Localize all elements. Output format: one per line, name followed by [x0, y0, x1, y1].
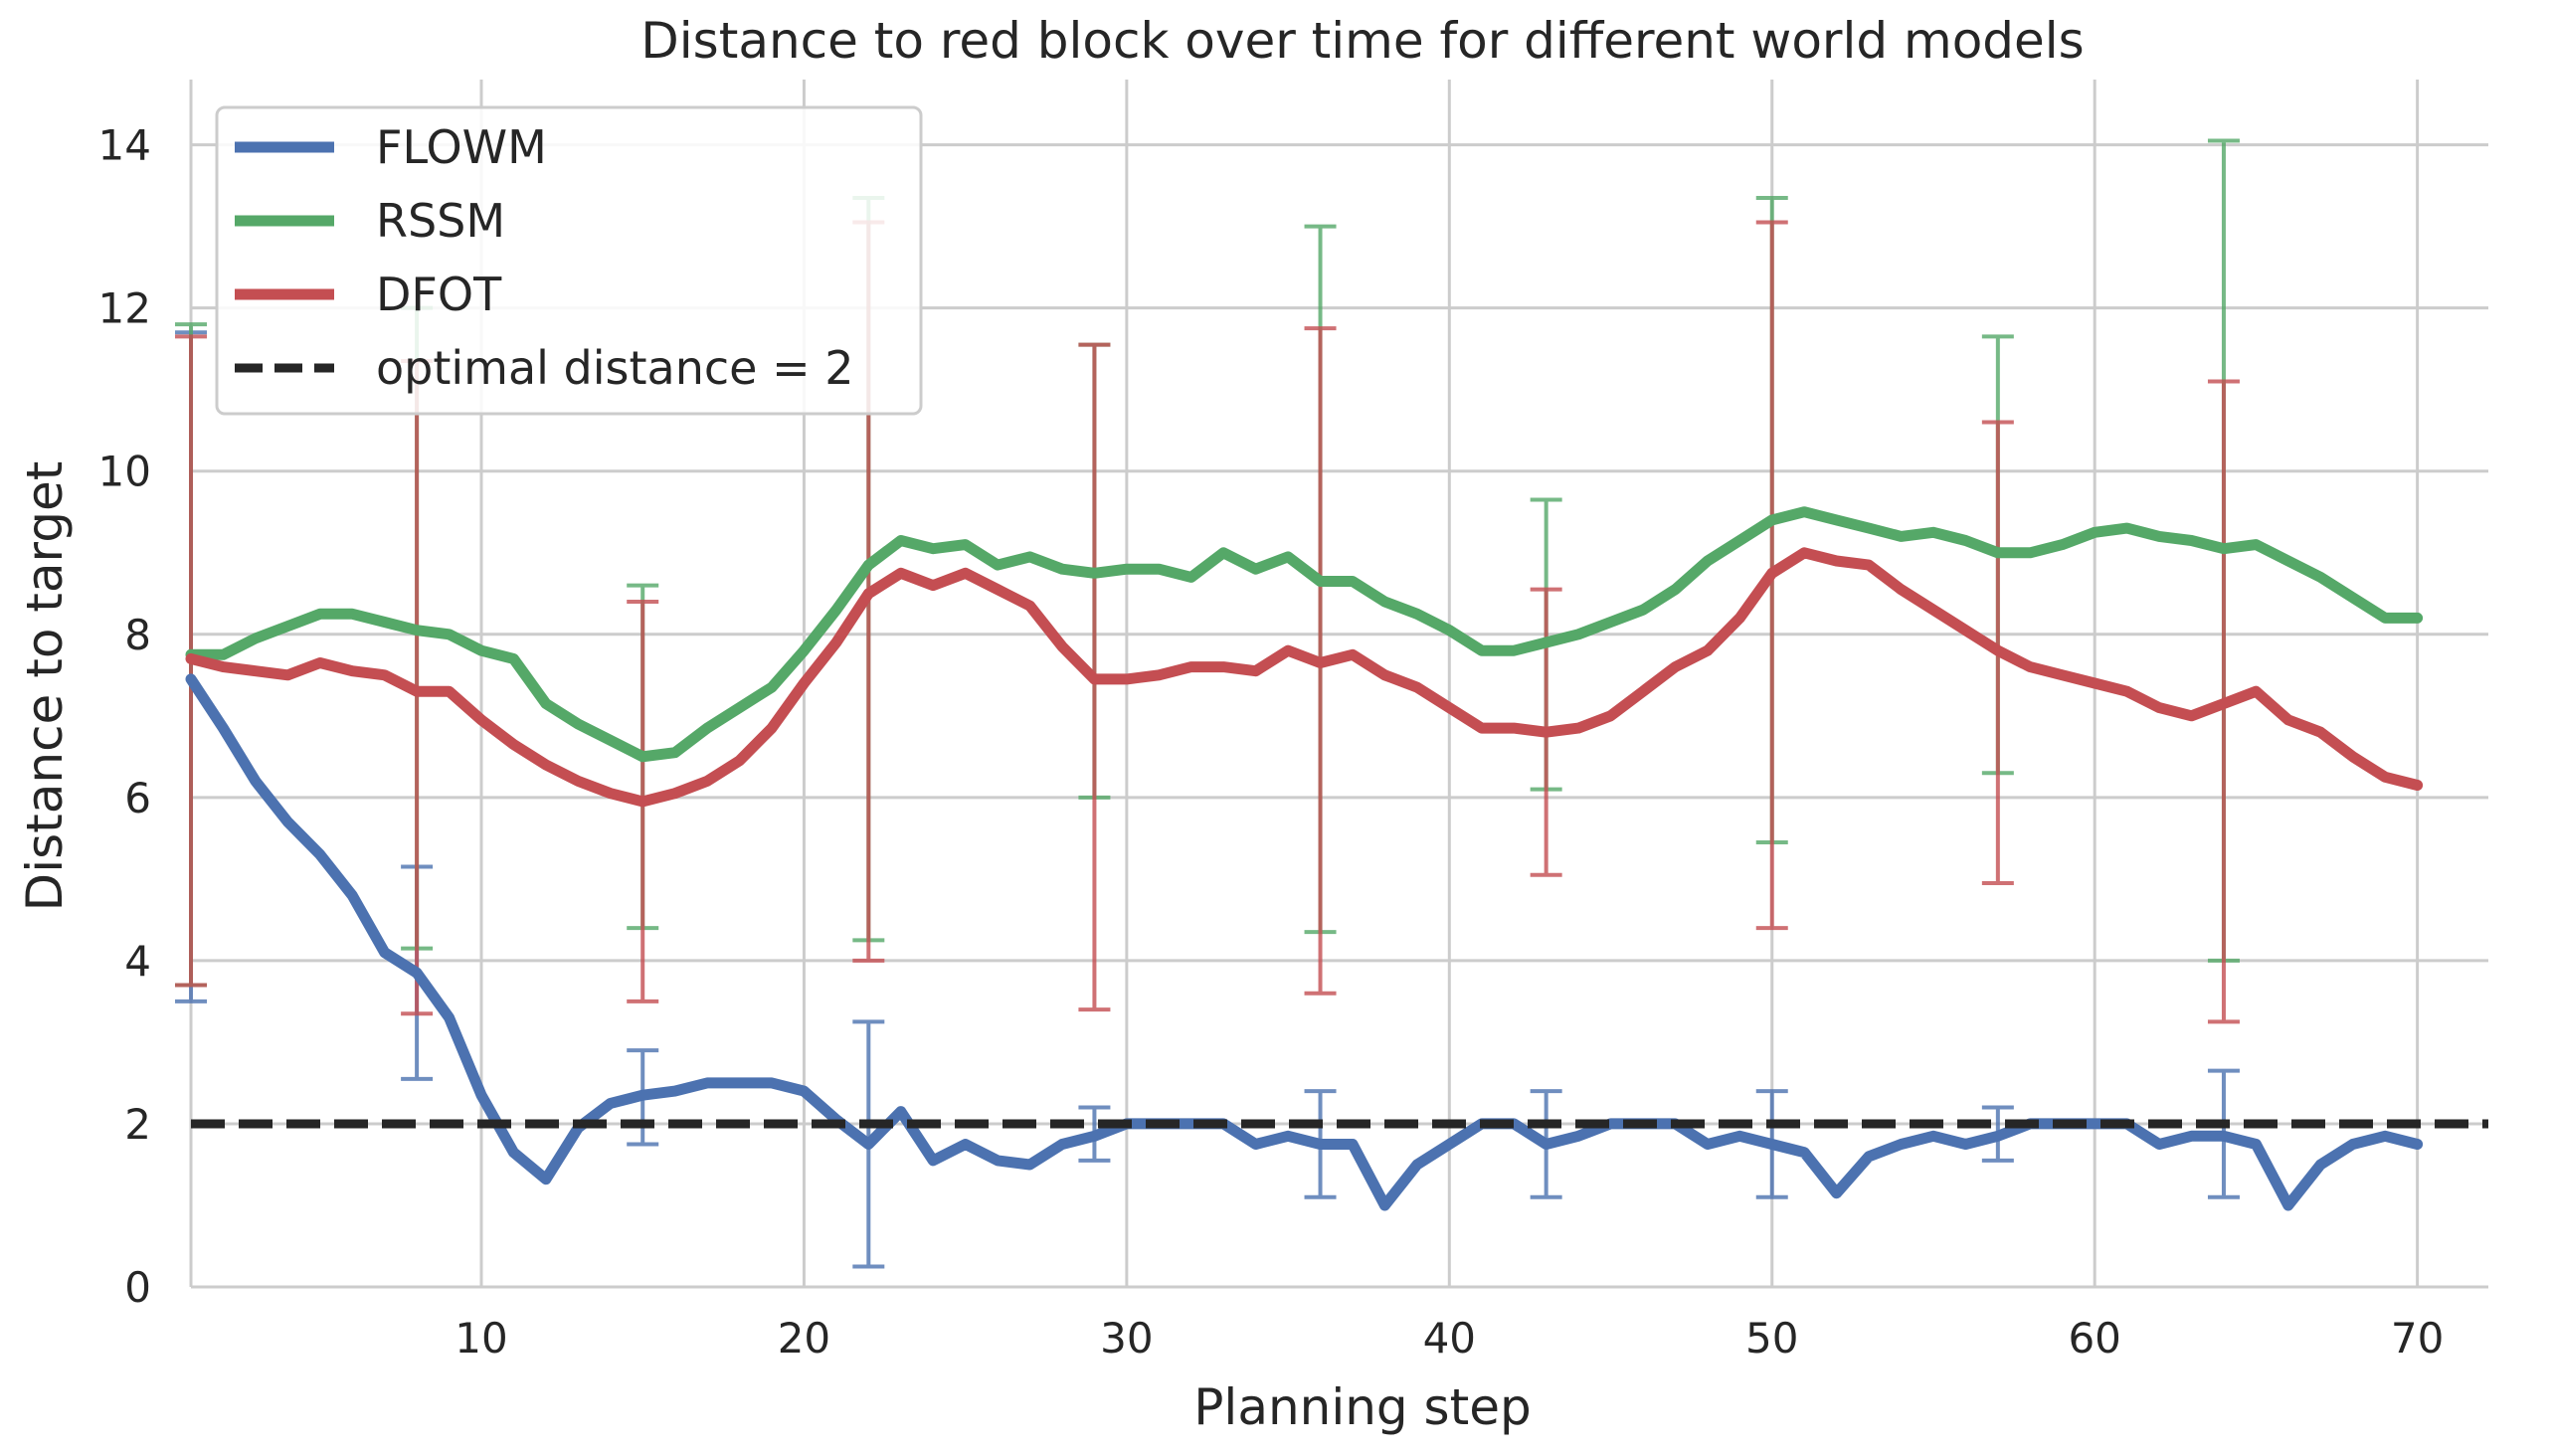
legend-label: optimal distance = 2 — [376, 341, 854, 395]
y-tick-label: 4 — [124, 937, 151, 986]
y-tick-label: 0 — [124, 1263, 151, 1312]
legend-label: DFOT — [376, 268, 502, 321]
legend-label: FLOWM — [376, 120, 547, 174]
y-tick-label: 2 — [124, 1100, 151, 1149]
series-line-rssm — [185, 506, 2424, 763]
y-tick-label: 10 — [98, 448, 151, 496]
x-axis-label: Planning step — [1193, 1378, 1531, 1436]
chart-title: Distance to red block over time for diff… — [640, 12, 2084, 70]
series-line-dfot — [185, 547, 2424, 808]
x-tick-label: 50 — [1745, 1314, 1798, 1363]
y-tick-label: 8 — [124, 611, 151, 659]
x-tick-label: 70 — [2391, 1314, 2444, 1363]
y-tick-label: 12 — [98, 284, 151, 333]
x-tick-label: 40 — [1423, 1314, 1476, 1363]
y-tick-label: 6 — [124, 774, 151, 822]
tick-labels: 10 20 30 40 50 60 70 0 2 4 6 8 10 12 14 — [98, 121, 2445, 1363]
y-axis-label: Distance to target — [16, 461, 74, 912]
x-tick-label: 60 — [2068, 1314, 2120, 1363]
x-tick-label: 30 — [1100, 1314, 1153, 1363]
x-tick-label: 10 — [455, 1314, 507, 1363]
y-tick-label: 14 — [98, 121, 151, 170]
x-tick-label: 20 — [778, 1314, 830, 1363]
legend-label: RSSM — [376, 194, 505, 248]
legend: FLOWM RSSM DFOT optimal distance = 2 — [215, 105, 923, 416]
series-lines — [185, 506, 2424, 1211]
legend-box — [215, 105, 923, 416]
series-line-flowm — [185, 673, 2424, 1211]
